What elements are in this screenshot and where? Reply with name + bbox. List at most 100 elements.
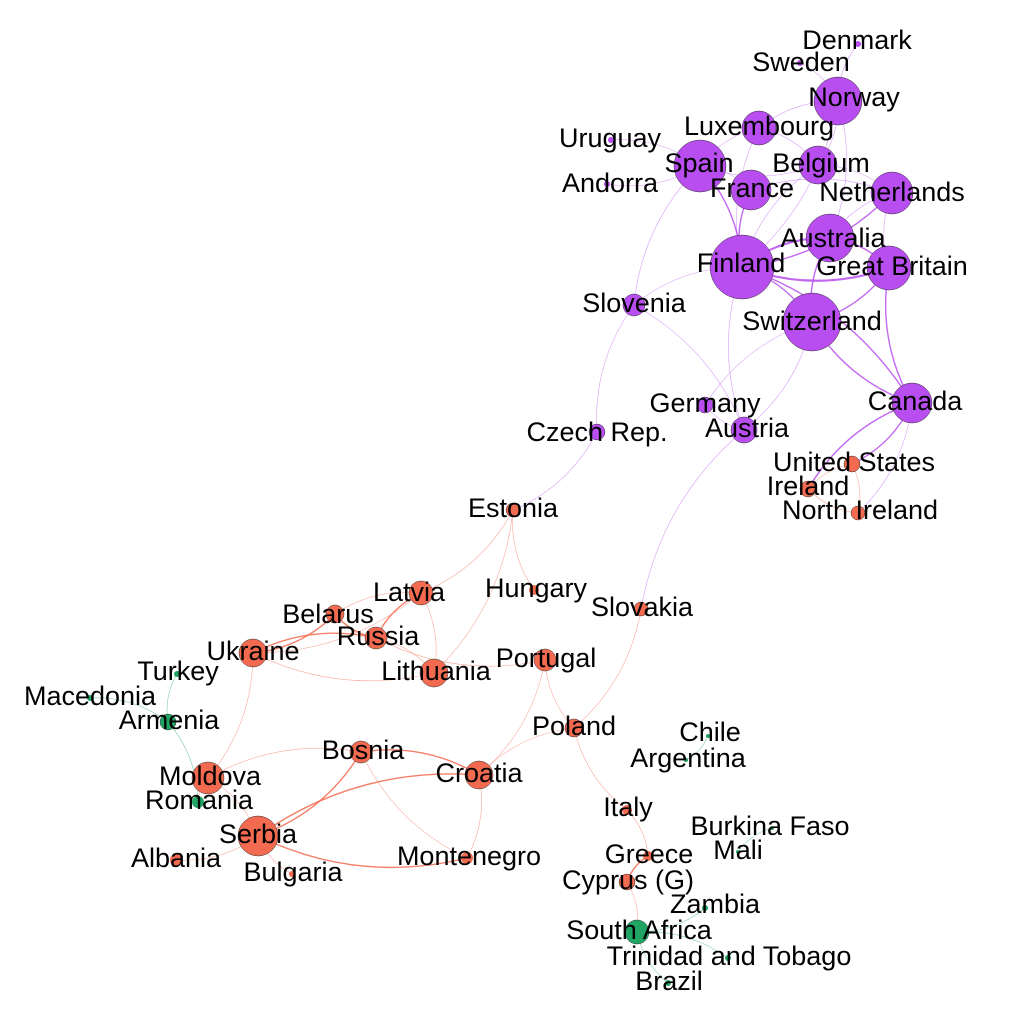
node-austria[interactable] <box>730 416 758 444</box>
node-italy[interactable] <box>622 805 632 815</box>
node-montenegro[interactable] <box>461 852 473 864</box>
label-switzerland: Switzerland <box>742 306 882 336</box>
label-serbia: Serbia <box>219 819 298 849</box>
node-luxembourg[interactable] <box>741 110 777 146</box>
node-turkey[interactable] <box>174 671 180 677</box>
edge-burkina_faso-mali <box>737 827 773 853</box>
node-czech[interactable] <box>588 423 606 441</box>
edge-latvia-ukraine <box>252 592 422 654</box>
node-spain[interactable] <box>673 139 727 193</box>
node-brazil[interactable] <box>665 980 671 986</box>
label-australia: Australia <box>780 223 886 253</box>
label-czech: Czech Rep. <box>526 417 667 447</box>
node-great_britain[interactable] <box>866 245 912 291</box>
node-belarus[interactable] <box>325 604 345 624</box>
edge-armenia-romania <box>167 721 199 803</box>
node-slovakia[interactable] <box>633 601 649 617</box>
edge-estonia-hungary <box>512 509 535 591</box>
node-netherlands[interactable] <box>870 171 914 215</box>
label-ukraine: Ukraine <box>206 636 299 666</box>
node-portugal[interactable] <box>533 648 557 672</box>
label-romania: Romania <box>145 785 254 815</box>
node-poland[interactable] <box>564 718 584 738</box>
label-latvia: Latvia <box>373 577 446 607</box>
node-serbia[interactable] <box>237 815 279 857</box>
node-andorra[interactable] <box>604 181 610 187</box>
node-chile[interactable] <box>706 734 710 738</box>
node-romania[interactable] <box>192 796 204 808</box>
label-greece: Greece <box>605 839 694 869</box>
edge-estonia-lithuania <box>433 509 514 674</box>
node-sweden[interactable] <box>797 60 803 66</box>
node-russia[interactable] <box>364 626 388 650</box>
edge-macedonia-armenia <box>89 697 169 723</box>
label-netherlands: Netherlands <box>819 177 965 207</box>
node-albania[interactable] <box>170 854 182 866</box>
node-lithuania[interactable] <box>419 658 449 688</box>
node-layer <box>87 41 933 986</box>
node-zambia[interactable] <box>702 905 708 911</box>
edge-bosnia-montenegro <box>360 751 468 859</box>
label-zambia: Zambia <box>670 889 761 919</box>
label-portugal: Portugal <box>496 643 597 673</box>
label-united_states: United States <box>773 447 935 477</box>
label-germany: Germany <box>649 388 761 418</box>
label-finland: Finland <box>697 248 786 278</box>
label-great_britain: Great Britain <box>816 251 968 281</box>
node-finland[interactable] <box>709 234 775 300</box>
node-australia[interactable] <box>805 213 855 263</box>
node-croatia[interactable] <box>464 760 494 790</box>
label-montenegro: Montenegro <box>397 841 541 871</box>
label-burkina_faso: Burkina Faso <box>690 811 849 841</box>
label-austria: Austria <box>705 413 790 443</box>
label-slovenia: Slovenia <box>582 288 687 318</box>
node-bulgaria[interactable] <box>289 871 295 877</box>
node-france[interactable] <box>730 169 772 211</box>
node-canada[interactable] <box>891 382 933 424</box>
label-mali: Mali <box>713 835 763 865</box>
label-north_ireland: North Ireland <box>782 495 938 525</box>
node-moldova[interactable] <box>191 761 225 795</box>
node-ireland[interactable] <box>799 480 817 498</box>
node-argentina[interactable] <box>684 758 688 762</box>
label-croatia: Croatia <box>435 758 523 788</box>
edge-slovenia-austria <box>633 304 745 431</box>
node-trinidad[interactable] <box>725 955 731 961</box>
node-belgium[interactable] <box>798 145 838 185</box>
node-latvia[interactable] <box>408 580 434 606</box>
node-north_ireland[interactable] <box>850 505 866 521</box>
label-armenia: Armenia <box>119 705 221 735</box>
node-estonia[interactable] <box>505 502 521 518</box>
node-hungary[interactable] <box>529 585 539 595</box>
node-uruguay[interactable] <box>608 137 614 143</box>
node-slovenia[interactable] <box>622 293 646 317</box>
edge-czech-estonia <box>512 431 598 511</box>
label-italy: Italy <box>603 792 653 822</box>
edge-croatia-portugal <box>478 659 546 776</box>
node-denmark[interactable] <box>855 41 861 47</box>
node-cyprus[interactable] <box>618 873 636 891</box>
node-greece[interactable] <box>643 851 653 861</box>
node-ukraine[interactable] <box>238 638 268 668</box>
label-bulgaria: Bulgaria <box>243 857 343 887</box>
node-bosnia[interactable] <box>349 740 373 764</box>
label-spain: Spain <box>664 148 733 178</box>
node-germany[interactable] <box>696 396 714 414</box>
node-south_africa[interactable] <box>624 919 650 945</box>
node-burkina_faso[interactable] <box>770 826 774 830</box>
edge-serbia-croatia <box>257 773 480 837</box>
edge-poland-italy <box>573 727 628 811</box>
label-sweden: Sweden <box>752 47 850 77</box>
node-armenia[interactable] <box>159 713 177 731</box>
node-united_states[interactable] <box>843 455 861 473</box>
node-macedonia[interactable] <box>87 695 93 701</box>
node-switzerland[interactable] <box>782 292 842 352</box>
label-russia: Russia <box>337 621 421 651</box>
node-mali[interactable] <box>736 850 740 854</box>
label-argentina: Argentina <box>630 743 747 773</box>
label-belgium: Belgium <box>772 148 870 178</box>
label-trinidad: Trinidad and Tobago <box>607 941 852 971</box>
label-poland: Poland <box>532 711 616 741</box>
node-norway[interactable] <box>813 76 863 126</box>
